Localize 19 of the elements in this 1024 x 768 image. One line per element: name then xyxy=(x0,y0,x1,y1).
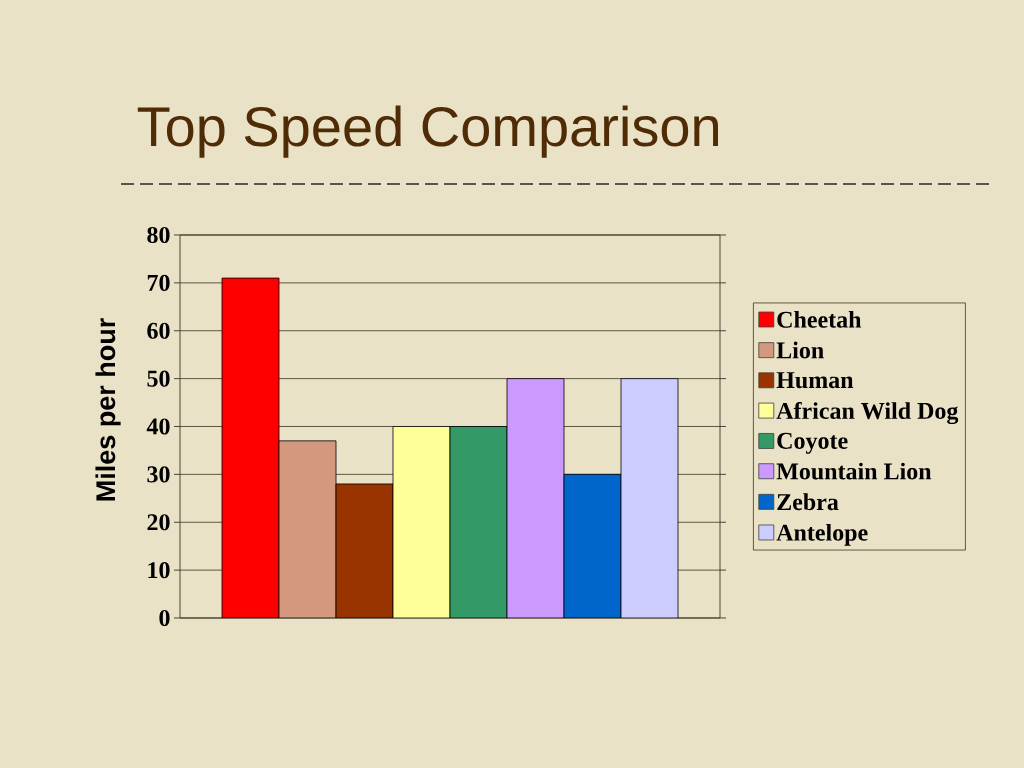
legend-label: Lion xyxy=(776,341,824,359)
y-tick-label: 80 xyxy=(147,226,170,244)
legend-label: Mountain Lion xyxy=(776,462,932,480)
y-tick-label: 70 xyxy=(147,274,170,291)
chart-title: Top Speed Comparison xyxy=(137,105,718,158)
legend-label: African Wild Dog xyxy=(776,401,959,425)
y-tick-label: 40 xyxy=(146,418,170,435)
legend-label: Human xyxy=(776,372,854,389)
y-axis-title: Miles per hour xyxy=(95,318,121,501)
y-tick-label: 50 xyxy=(147,370,170,387)
legend-label: Zebra xyxy=(777,493,839,511)
legend-label: Coyote xyxy=(777,432,848,454)
legend-label: Cheetah xyxy=(777,310,862,328)
y-tick-label: 10 xyxy=(148,562,170,579)
y-tick-label: 20 xyxy=(147,514,170,531)
y-tick-label: 0 xyxy=(159,609,170,627)
legend-label: Antelope xyxy=(776,523,868,546)
y-tick-label: 30 xyxy=(147,466,170,483)
y-tick-label: 60 xyxy=(147,322,170,339)
